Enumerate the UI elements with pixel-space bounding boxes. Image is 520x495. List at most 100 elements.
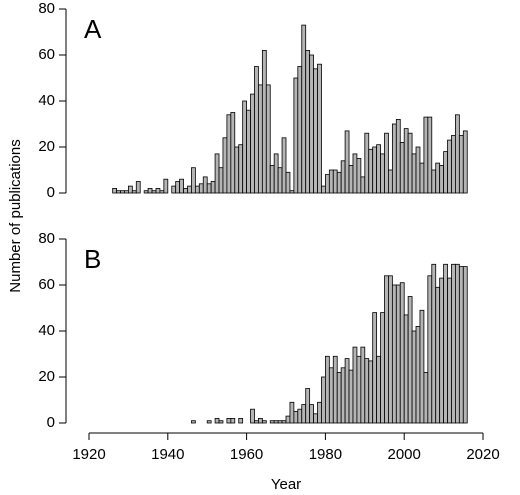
bar	[214, 417, 220, 424]
bar	[301, 24, 307, 194]
bar	[376, 355, 381, 424]
bar	[124, 190, 129, 194]
bar	[368, 360, 374, 424]
bar	[265, 84, 271, 194]
bar	[439, 164, 445, 194]
bar	[372, 146, 378, 194]
bar	[391, 284, 397, 424]
bar	[328, 367, 334, 424]
bar	[336, 171, 342, 194]
y-tick-label: 40	[38, 92, 55, 109]
bar	[384, 275, 389, 424]
bar	[238, 417, 244, 424]
bar	[423, 371, 429, 424]
bar	[332, 169, 338, 194]
x-tick-label: 1920	[72, 446, 105, 463]
bar	[281, 420, 287, 424]
bar	[127, 185, 133, 194]
bar	[198, 183, 204, 194]
bar	[163, 178, 169, 194]
bar	[273, 153, 279, 194]
bar	[388, 275, 393, 424]
bar	[293, 411, 299, 424]
bar	[380, 153, 385, 194]
bar	[415, 325, 421, 424]
bar	[171, 185, 177, 194]
bar	[281, 137, 287, 194]
bar	[250, 93, 255, 194]
bar	[435, 286, 441, 424]
panel-label: A	[84, 14, 102, 44]
bar	[261, 420, 267, 424]
bar	[462, 266, 468, 424]
bar	[269, 420, 275, 424]
bar	[364, 132, 370, 194]
bar	[458, 266, 464, 424]
bar	[301, 404, 307, 424]
bar	[340, 367, 346, 424]
bar	[344, 130, 350, 194]
bar	[222, 137, 228, 194]
bar	[372, 312, 378, 424]
bar	[191, 167, 196, 194]
bar	[277, 420, 283, 424]
bar	[352, 153, 358, 194]
bar	[135, 181, 141, 194]
bar	[411, 153, 417, 194]
y-tick-label: 40	[38, 322, 55, 339]
y-tick-label: 0	[47, 184, 55, 201]
bar	[269, 164, 275, 194]
bar	[210, 181, 216, 194]
bar	[179, 178, 184, 194]
bar	[175, 181, 181, 194]
bar	[147, 187, 153, 194]
bar	[226, 417, 232, 424]
bar	[415, 146, 421, 194]
bar	[364, 358, 370, 424]
bar	[206, 183, 212, 194]
bar	[395, 119, 401, 194]
bar	[151, 190, 157, 194]
bar	[183, 187, 188, 194]
y-tick-label: 60	[38, 46, 55, 63]
bar	[242, 100, 248, 194]
bar	[218, 420, 224, 424]
bar	[348, 164, 354, 194]
bar	[159, 190, 165, 194]
bar	[458, 135, 464, 194]
bar	[332, 355, 338, 424]
y-tick-label: 20	[38, 368, 55, 385]
bar	[356, 158, 362, 194]
x-tick-label: 1960	[230, 446, 263, 463]
bar	[439, 277, 445, 424]
bar	[238, 144, 244, 194]
bar	[447, 277, 452, 424]
y-tick-label: 60	[38, 276, 55, 293]
bar	[120, 190, 125, 194]
bar	[321, 185, 326, 194]
panel-label: B	[84, 244, 101, 274]
bar	[395, 284, 401, 424]
bar	[427, 116, 433, 194]
bar	[317, 401, 322, 424]
bar	[411, 330, 417, 424]
bar	[423, 116, 429, 194]
bar	[384, 132, 389, 194]
x-tick-label: 1980	[309, 446, 342, 463]
bar	[143, 190, 149, 194]
bar	[230, 417, 236, 424]
bar	[380, 312, 385, 424]
x-tick-label: 1940	[151, 446, 184, 463]
bar	[324, 355, 330, 424]
bar	[431, 169, 437, 194]
bar	[285, 171, 291, 194]
bar	[250, 408, 255, 424]
bar	[447, 139, 452, 194]
bar	[368, 148, 374, 194]
bar	[317, 63, 322, 194]
bar	[285, 415, 291, 424]
bar	[427, 275, 433, 424]
bar	[419, 162, 425, 194]
bar	[352, 346, 358, 424]
